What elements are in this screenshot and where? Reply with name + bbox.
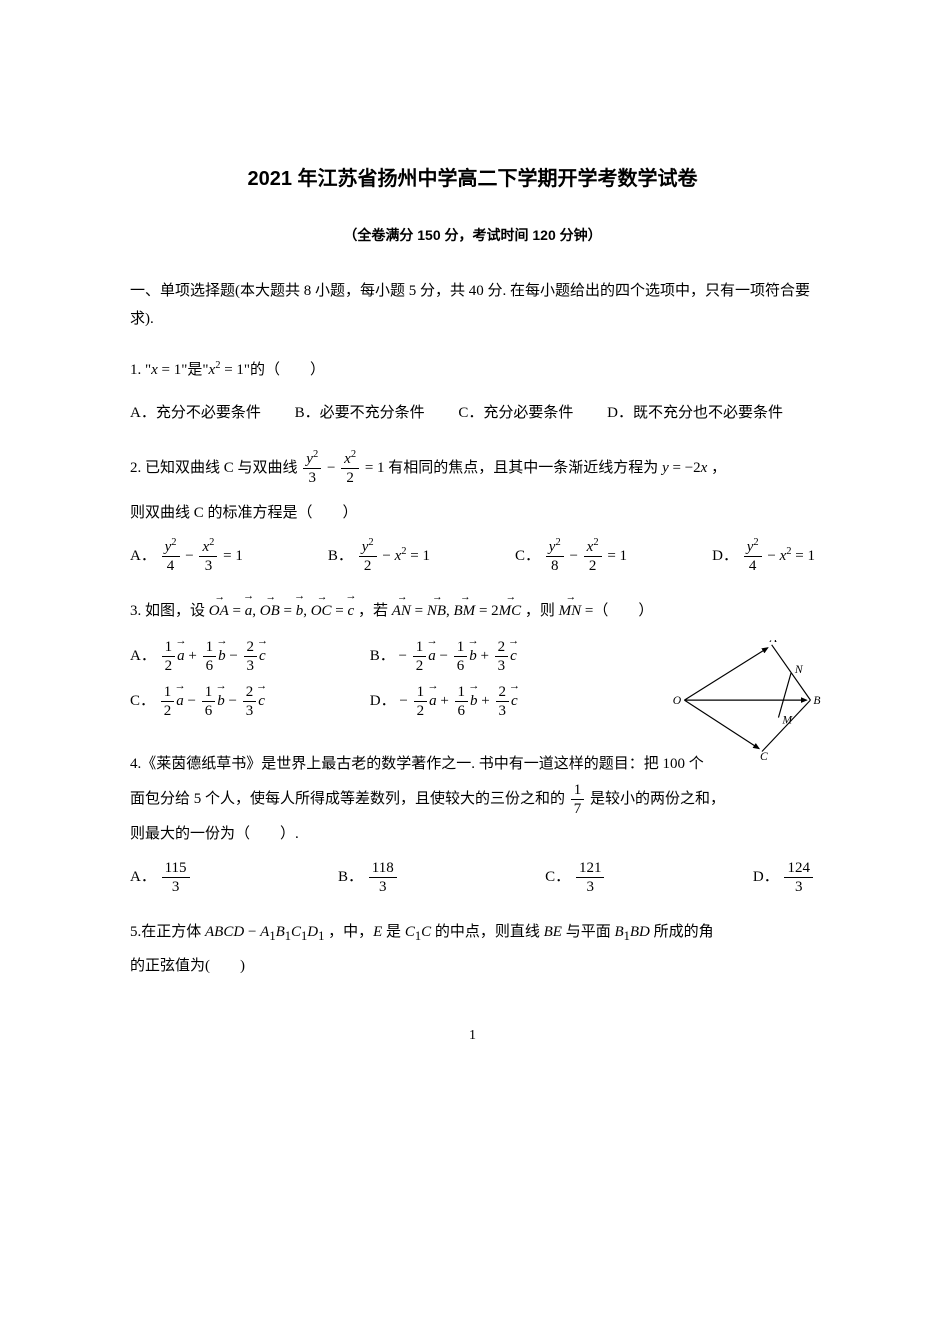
q3-option-b: B． − 12a − 16b + 23c [370,638,610,675]
question-3: 3. 如图，设 OA = a, OB = b, OC = c ，若 AN = N… [130,595,815,728]
q4-options: A． 1153 B． 1183 C． 1213 D． 1243 [130,859,815,896]
q2-option-b: B． y22 − x2 = 1 [328,538,430,575]
page-number: 1 [130,1023,815,1050]
q1-mid: "是" [181,362,208,378]
q4-option-a: A． 1153 [130,859,192,896]
q4-frac: 17 [571,781,585,818]
exam-subtitle: （全卷满分 150 分，考试时间 120 分钟） [130,222,815,249]
q2-option-a: A． y24 − x23 = 1 [130,538,243,575]
q2-frac1: y23 [303,450,321,487]
q2-line1: 2. 已知双曲线 C 与双曲线 y23 − x22 = 1 有相同的焦点，且其中… [130,450,815,487]
svg-text:O: O [673,694,682,707]
svg-text:B: B [813,694,820,707]
question-4: 4.《莱茵德纸草书》是世界上最古老的数学著作之一. 书中有一道这样的题目：把 1… [130,748,815,896]
q3-options: A． 12a + 16b − 23c B． − 12a − 16b + 23c … [130,638,610,728]
q4-option-d: D． 1243 [753,859,815,896]
q3-after: ，则 [525,603,555,619]
q2-minus: − [327,460,335,476]
svg-text:A: A [769,640,778,645]
q4-line3: 则最大的一份为（ ）. [130,818,815,851]
q1-option-c: C．充分必要条件 [458,397,573,430]
q3-num: 3. [130,603,141,619]
q2-num: 2. [130,460,141,476]
q1-options: A．充分不必要条件 B．必要不充分条件 C．充分必要条件 D．既不充分也不必要条… [130,397,815,430]
q5-line1: 5.在正方体 ABCD − A1B1C1D1 ，中，E 是 C1C 的中点，则直… [130,916,815,951]
q3-tail: =（ ） [585,603,653,619]
q3-mid: ，若 [358,603,388,619]
q2-before: 已知双曲线 C 与双曲线 [145,460,298,476]
q2-option-d: D． y24 − x2 = 1 [712,538,815,575]
q2-frac2: x22 [341,450,359,487]
q1-num: 1. [130,362,141,378]
q4-num: 4. [130,756,141,772]
q3-before: 如图，设 [145,603,205,619]
q2-comma: ， [711,460,726,476]
q5-num: 5. [130,924,141,940]
section-1-heading: 一、单项选择题(本大题共 8 小题，每小题 5 分，共 40 分. 在每小题给出… [130,277,815,334]
q3-option-d: D． − 12a + 16b + 23c [370,683,610,720]
q5-line2: 的正弦值为( ) [130,950,815,983]
q1-stem: 1. "x = 1"是"x2 = 1"的（ ） [130,354,815,387]
q1-after: "的（ ） [244,362,325,378]
q3-stem: 3. 如图，设 OA = a, OB = b, OC = c ，若 AN = N… [130,595,815,628]
exam-title: 2021 年江苏省扬州中学高二下学期开学考数学试卷 [130,160,815,198]
question-2: 2. 已知双曲线 C 与双曲线 y23 − x22 = 1 有相同的焦点，且其中… [130,450,815,575]
q2-eq: = 1 [365,460,385,476]
svg-text:N: N [794,663,804,676]
q1-option-d: D．既不充分也不必要条件 [607,397,783,430]
question-1: 1. "x = 1"是"x2 = 1"的（ ） A．充分不必要条件 B．必要不充… [130,354,815,430]
svg-text:M: M [781,713,793,726]
q2-line2: 则双曲线 C 的标准方程是（ ） [130,497,815,530]
q3-option-a: A． 12a + 16b − 23c [130,638,370,675]
q2-after: 有相同的焦点，且其中一条渐近线方程为 [388,460,662,476]
q2-option-c: C． y28 − x22 = 1 [515,538,627,575]
q1-option-a: A．充分不必要条件 [130,397,261,430]
svg-text:C: C [760,750,768,761]
q1-option-b: B．必要不充分条件 [295,397,425,430]
q4-option-c: C． 1213 [545,859,606,896]
q4-option-b: B． 1183 [338,859,399,896]
question-5: 5.在正方体 ABCD − A1B1C1D1 ，中，E 是 C1C 的中点，则直… [130,916,815,984]
q3-option-c: C． 12a − 16b − 23c [130,683,370,720]
q3-diagram: O A B C N M [665,640,825,761]
q4-line2: 面包分给 5 个人，使每人所得成等差数列，且使较大的三份之和的 17 是较小的两… [130,781,815,818]
q2-options: A． y24 − x23 = 1 B． y22 − x2 = 1 C． y28 … [130,538,815,575]
